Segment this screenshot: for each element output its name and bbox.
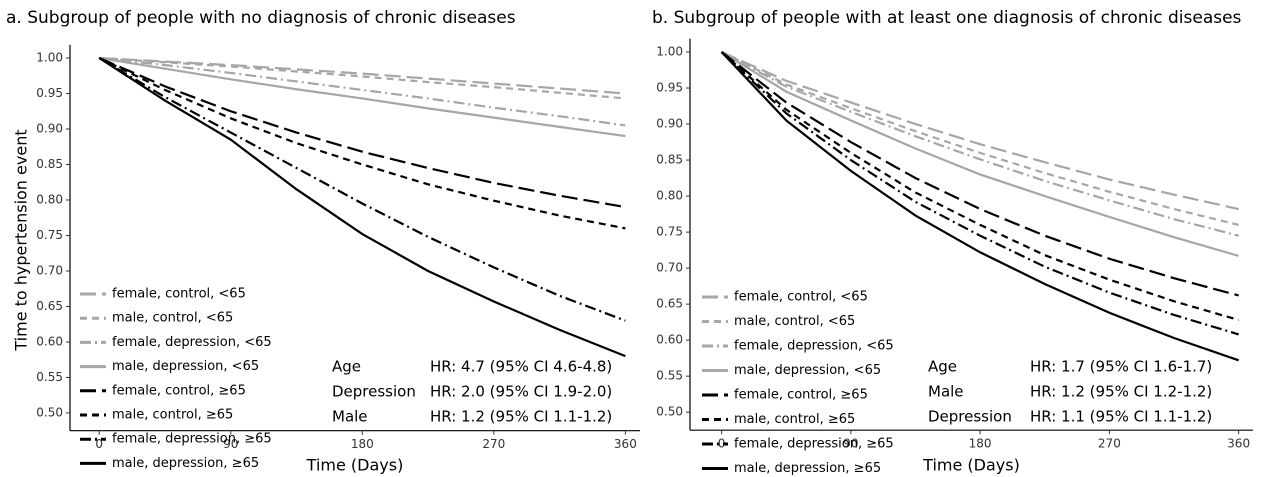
annotation-text: HR: 2.0 (95% CI 1.9-2.0) xyxy=(430,383,612,401)
legend-label: female, depression, ≥65 xyxy=(112,432,272,447)
legend-label: male, depression, <65 xyxy=(112,359,259,374)
annotation-label: Depression xyxy=(928,408,1012,426)
annotation-text: HR: 1.1 (95% CI 1.1-1.2) xyxy=(1030,408,1212,426)
x-tick-label: 180 xyxy=(969,437,992,451)
y-tick-label: 0.65 xyxy=(656,297,683,311)
legend-label: male, depression, ≥65 xyxy=(112,456,259,471)
x-tick-label: 360 xyxy=(1227,437,1250,451)
y-tick-label: 0.90 xyxy=(36,121,63,135)
x-axis-label: Time (Days) xyxy=(306,456,404,475)
y-tick-label: 0.70 xyxy=(656,261,683,275)
annotation-label: Age xyxy=(928,358,957,376)
legend-label: male, depression, <65 xyxy=(734,363,881,378)
annotation-label: Age xyxy=(332,358,361,376)
y-tick-label: 0.55 xyxy=(656,369,683,383)
legend-label: female, control, ≥65 xyxy=(734,388,868,403)
legend-label: female, depression, <65 xyxy=(112,335,272,350)
annotation-text: HR: 4.7 (95% CI 4.6-4.8) xyxy=(430,358,612,376)
x-axis-label: Time (Days) xyxy=(922,456,1020,475)
series-line xyxy=(99,56,626,95)
annotation-label: Male xyxy=(928,383,964,401)
series-line xyxy=(720,51,1239,336)
series-line xyxy=(721,51,1239,237)
y-tick-label: 0.75 xyxy=(36,228,63,242)
y-tick-label: 0.50 xyxy=(36,405,63,419)
y-axis-label: Time to hypertension event xyxy=(12,129,31,351)
x-tick-label: 180 xyxy=(351,437,374,451)
series-line xyxy=(98,57,626,230)
panel-title: a. Subgroup of people with no diagnosis … xyxy=(6,8,516,28)
y-tick-label: 0.60 xyxy=(36,334,63,348)
x-tick-label: 270 xyxy=(482,437,505,451)
x-tick-label: 270 xyxy=(1098,437,1121,451)
series-line xyxy=(721,50,1239,211)
y-tick-label: 0.70 xyxy=(36,263,63,277)
y-tick-label: 0.90 xyxy=(656,117,683,131)
annotation-text: HR: 1.7 (95% CI 1.6-1.7) xyxy=(1030,358,1212,376)
x-tick-label: 90 xyxy=(223,437,238,451)
legend-label: male, control, ≥65 xyxy=(112,408,233,423)
panel: a. Subgroup of people with no diagnosis … xyxy=(6,8,640,475)
legend-label: female, control, <65 xyxy=(734,290,868,305)
y-tick-label: 1.00 xyxy=(656,45,683,59)
x-tick-label: 360 xyxy=(614,437,637,451)
x-tick-label: 0 xyxy=(718,437,726,451)
annotation-label: Male xyxy=(332,408,368,426)
series-line xyxy=(721,51,1239,257)
panel-title: b. Subgroup of people with at least one … xyxy=(652,8,1242,28)
series-line xyxy=(98,57,626,358)
y-tick-label: 1.00 xyxy=(36,50,63,64)
y-tick-label: 0.80 xyxy=(656,189,683,203)
y-tick-label: 0.50 xyxy=(656,405,683,419)
legend-label: female, control, ≥65 xyxy=(112,383,246,398)
y-tick-label: 0.80 xyxy=(36,192,63,206)
y-tick-label: 0.75 xyxy=(656,225,683,239)
series-line xyxy=(720,51,1239,322)
annotation-text: HR: 1.2 (95% CI 1.1-1.2) xyxy=(430,408,612,426)
annotation-label: Depression xyxy=(332,383,416,401)
legend-label: female, depression, ≥65 xyxy=(734,437,894,452)
legend-label: female, depression, <65 xyxy=(734,339,894,354)
legend-label: male, control, <65 xyxy=(112,311,233,326)
y-tick-label: 0.65 xyxy=(36,299,63,313)
legend-label: female, control, <65 xyxy=(112,287,246,302)
y-tick-label: 0.95 xyxy=(656,81,683,95)
series-line xyxy=(720,51,1239,362)
series-line xyxy=(98,56,626,209)
y-tick-label: 0.85 xyxy=(36,157,63,171)
series-line xyxy=(721,51,1239,226)
x-tick-label: 0 xyxy=(95,437,103,451)
legend-label: male, depression, ≥65 xyxy=(734,461,881,476)
y-tick-label: 0.85 xyxy=(656,153,683,167)
legend-label: male, control, <65 xyxy=(734,314,855,329)
series-line xyxy=(98,57,626,322)
series-line xyxy=(99,56,626,100)
panel: b. Subgroup of people with at least one … xyxy=(652,8,1253,476)
y-tick-label: 0.55 xyxy=(36,370,63,384)
legend-label: male, control, ≥65 xyxy=(734,412,855,427)
series-line xyxy=(720,51,1239,297)
x-tick-label: 90 xyxy=(843,437,858,451)
series-line xyxy=(99,56,626,138)
y-tick-label: 0.60 xyxy=(656,333,683,347)
series-line xyxy=(99,56,626,127)
annotation-text: HR: 1.2 (95% CI 1.2-1.2) xyxy=(1030,383,1212,401)
y-tick-label: 0.95 xyxy=(36,86,63,100)
